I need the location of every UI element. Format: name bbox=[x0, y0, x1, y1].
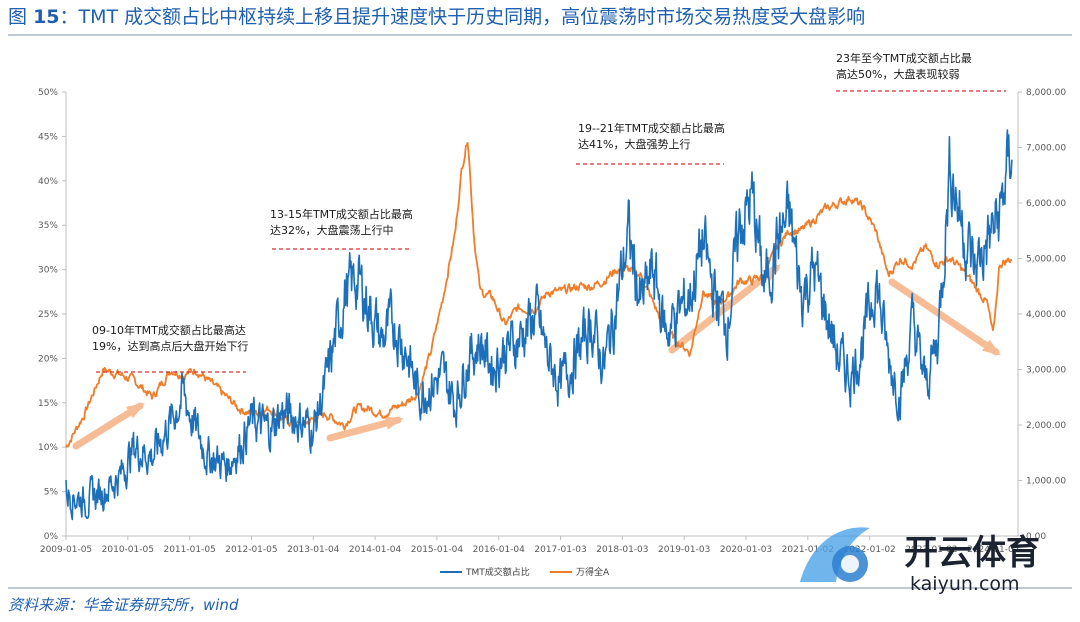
y-right-tick-label: 3,000.00 bbox=[1026, 366, 1066, 376]
figure-number: 15 bbox=[33, 6, 60, 28]
trend-arrow-shaft bbox=[888, 278, 1000, 356]
watermark-name: 开云体育 bbox=[904, 533, 1040, 573]
y-left-tick-label: 25% bbox=[38, 310, 58, 320]
y-left-tick-label: 50% bbox=[38, 88, 58, 98]
x-tick-label: 2011-01-05 bbox=[163, 545, 215, 555]
annotation-a1-line: 19%，达到高点后大盘开始下行 bbox=[92, 339, 248, 353]
x-tick-label: 2014-01-04 bbox=[349, 545, 402, 555]
legend-label-tmt: TMT成交额占比 bbox=[465, 566, 530, 578]
y-right-tick-label: 8,000.00 bbox=[1026, 88, 1066, 98]
annotation-a3-line: 19--21年TMT成交额占比最高 bbox=[578, 121, 725, 135]
tmt-share-line bbox=[65, 129, 1013, 521]
x-tick-label: 2012-01-05 bbox=[225, 545, 277, 555]
y-left-tick-label: 35% bbox=[38, 221, 58, 231]
source-divider bbox=[8, 587, 1072, 589]
y-right-tick-label: 2,000.00 bbox=[1026, 421, 1066, 431]
trend-arrow-icon bbox=[72, 402, 146, 450]
annotation-a4-line: 高达50%，大盘表现较弱 bbox=[836, 67, 959, 81]
annotation-a3-line: 达41%，大盘强势上行 bbox=[578, 137, 690, 151]
y-right-tick-label: 6,000.00 bbox=[1026, 199, 1066, 209]
figure-title-prefix: 图 bbox=[8, 6, 28, 28]
annotation-a2-line: 13-15年TMT成交额占比最高 bbox=[270, 207, 413, 221]
trend-arrow-head bbox=[384, 416, 404, 430]
wind-a-index-line bbox=[65, 142, 1013, 448]
legend-label-wind: 万得全A bbox=[576, 566, 610, 578]
figure-title: 图 15：TMT 成交额占比中枢持续上移且提升速度快于历史同期，高位震荡时市场交… bbox=[8, 2, 865, 32]
y-right-tick-label: 4,000.00 bbox=[1026, 310, 1066, 320]
y-left-tick-label: 45% bbox=[38, 132, 58, 142]
x-tick-label: 2021-01-02 bbox=[782, 545, 834, 555]
y-left-tick-label: 5% bbox=[44, 488, 59, 498]
watermark-domain: kaiyun.com bbox=[910, 573, 1020, 595]
annotation-a4-line: 23年至今TMT成交额占比最 bbox=[836, 51, 972, 65]
trend-arrow-icon bbox=[326, 416, 404, 442]
y-right-tick-label: 0.00 bbox=[1026, 532, 1046, 542]
trend-arrow-icon bbox=[888, 278, 1001, 356]
annotation-a2-line: 达32%，大盘震荡上行中 bbox=[270, 223, 393, 237]
x-tick-label: 2015-01-04 bbox=[411, 545, 464, 555]
x-tick-label: 2010-01-05 bbox=[102, 545, 154, 555]
trend-arrow-head bbox=[982, 339, 1001, 356]
y-left-tick-label: 20% bbox=[38, 354, 58, 364]
y-left-tick-label: 40% bbox=[38, 177, 58, 187]
x-tick-label: 2016-01-04 bbox=[473, 545, 526, 555]
x-tick-label: 2020-01-03 bbox=[720, 545, 772, 555]
y-left-tick-label: 0% bbox=[44, 532, 59, 542]
trend-arrow-shaft bbox=[72, 402, 144, 450]
legend: TMT成交额占比 万得全A bbox=[440, 566, 610, 578]
x-tick-label: 2013-01-04 bbox=[287, 545, 340, 555]
trend-arrow-head bbox=[126, 402, 146, 419]
annotation-a1-line: 09-10年TMT成交额占比最高达 bbox=[92, 323, 246, 337]
x-tick-label: 2019-01-03 bbox=[658, 545, 710, 555]
x-tick-label: 2024-01-02 bbox=[967, 545, 1019, 555]
x-tick-label: 2023-01-02 bbox=[905, 545, 957, 555]
figure-title-text: ：TMT 成交额占比中枢持续上移且提升速度快于历史同期，高位震荡时市场交易热度受… bbox=[59, 6, 866, 28]
source-note: 资料来源：华金证券研究所，wind bbox=[8, 596, 239, 614]
title-divider bbox=[8, 34, 1072, 36]
x-tick-label: 2022-01-02 bbox=[843, 545, 895, 555]
y-right-tick-label: 1,000.00 bbox=[1026, 477, 1066, 487]
watermark: 开云体育 kaiyun.com bbox=[800, 527, 1040, 595]
x-tick-label: 2009-01-05 bbox=[40, 545, 92, 555]
x-tick-label: 2018-01-03 bbox=[596, 545, 648, 555]
y-right-tick-label: 7,000.00 bbox=[1026, 144, 1066, 154]
y-left-tick-label: 10% bbox=[38, 443, 58, 453]
watermark-logo-icon bbox=[800, 527, 870, 582]
y-left-tick-label: 15% bbox=[38, 399, 58, 409]
x-tick-label: 2017-01-03 bbox=[534, 545, 586, 555]
y-right-tick-label: 5,000.00 bbox=[1026, 255, 1066, 265]
chart: 0% 5% 10% 15% 20% 25% 30% 35% 40% 45% 50% 0.00 1,000… bbox=[38, 51, 1066, 578]
y-left-tick-label: 30% bbox=[38, 266, 58, 276]
